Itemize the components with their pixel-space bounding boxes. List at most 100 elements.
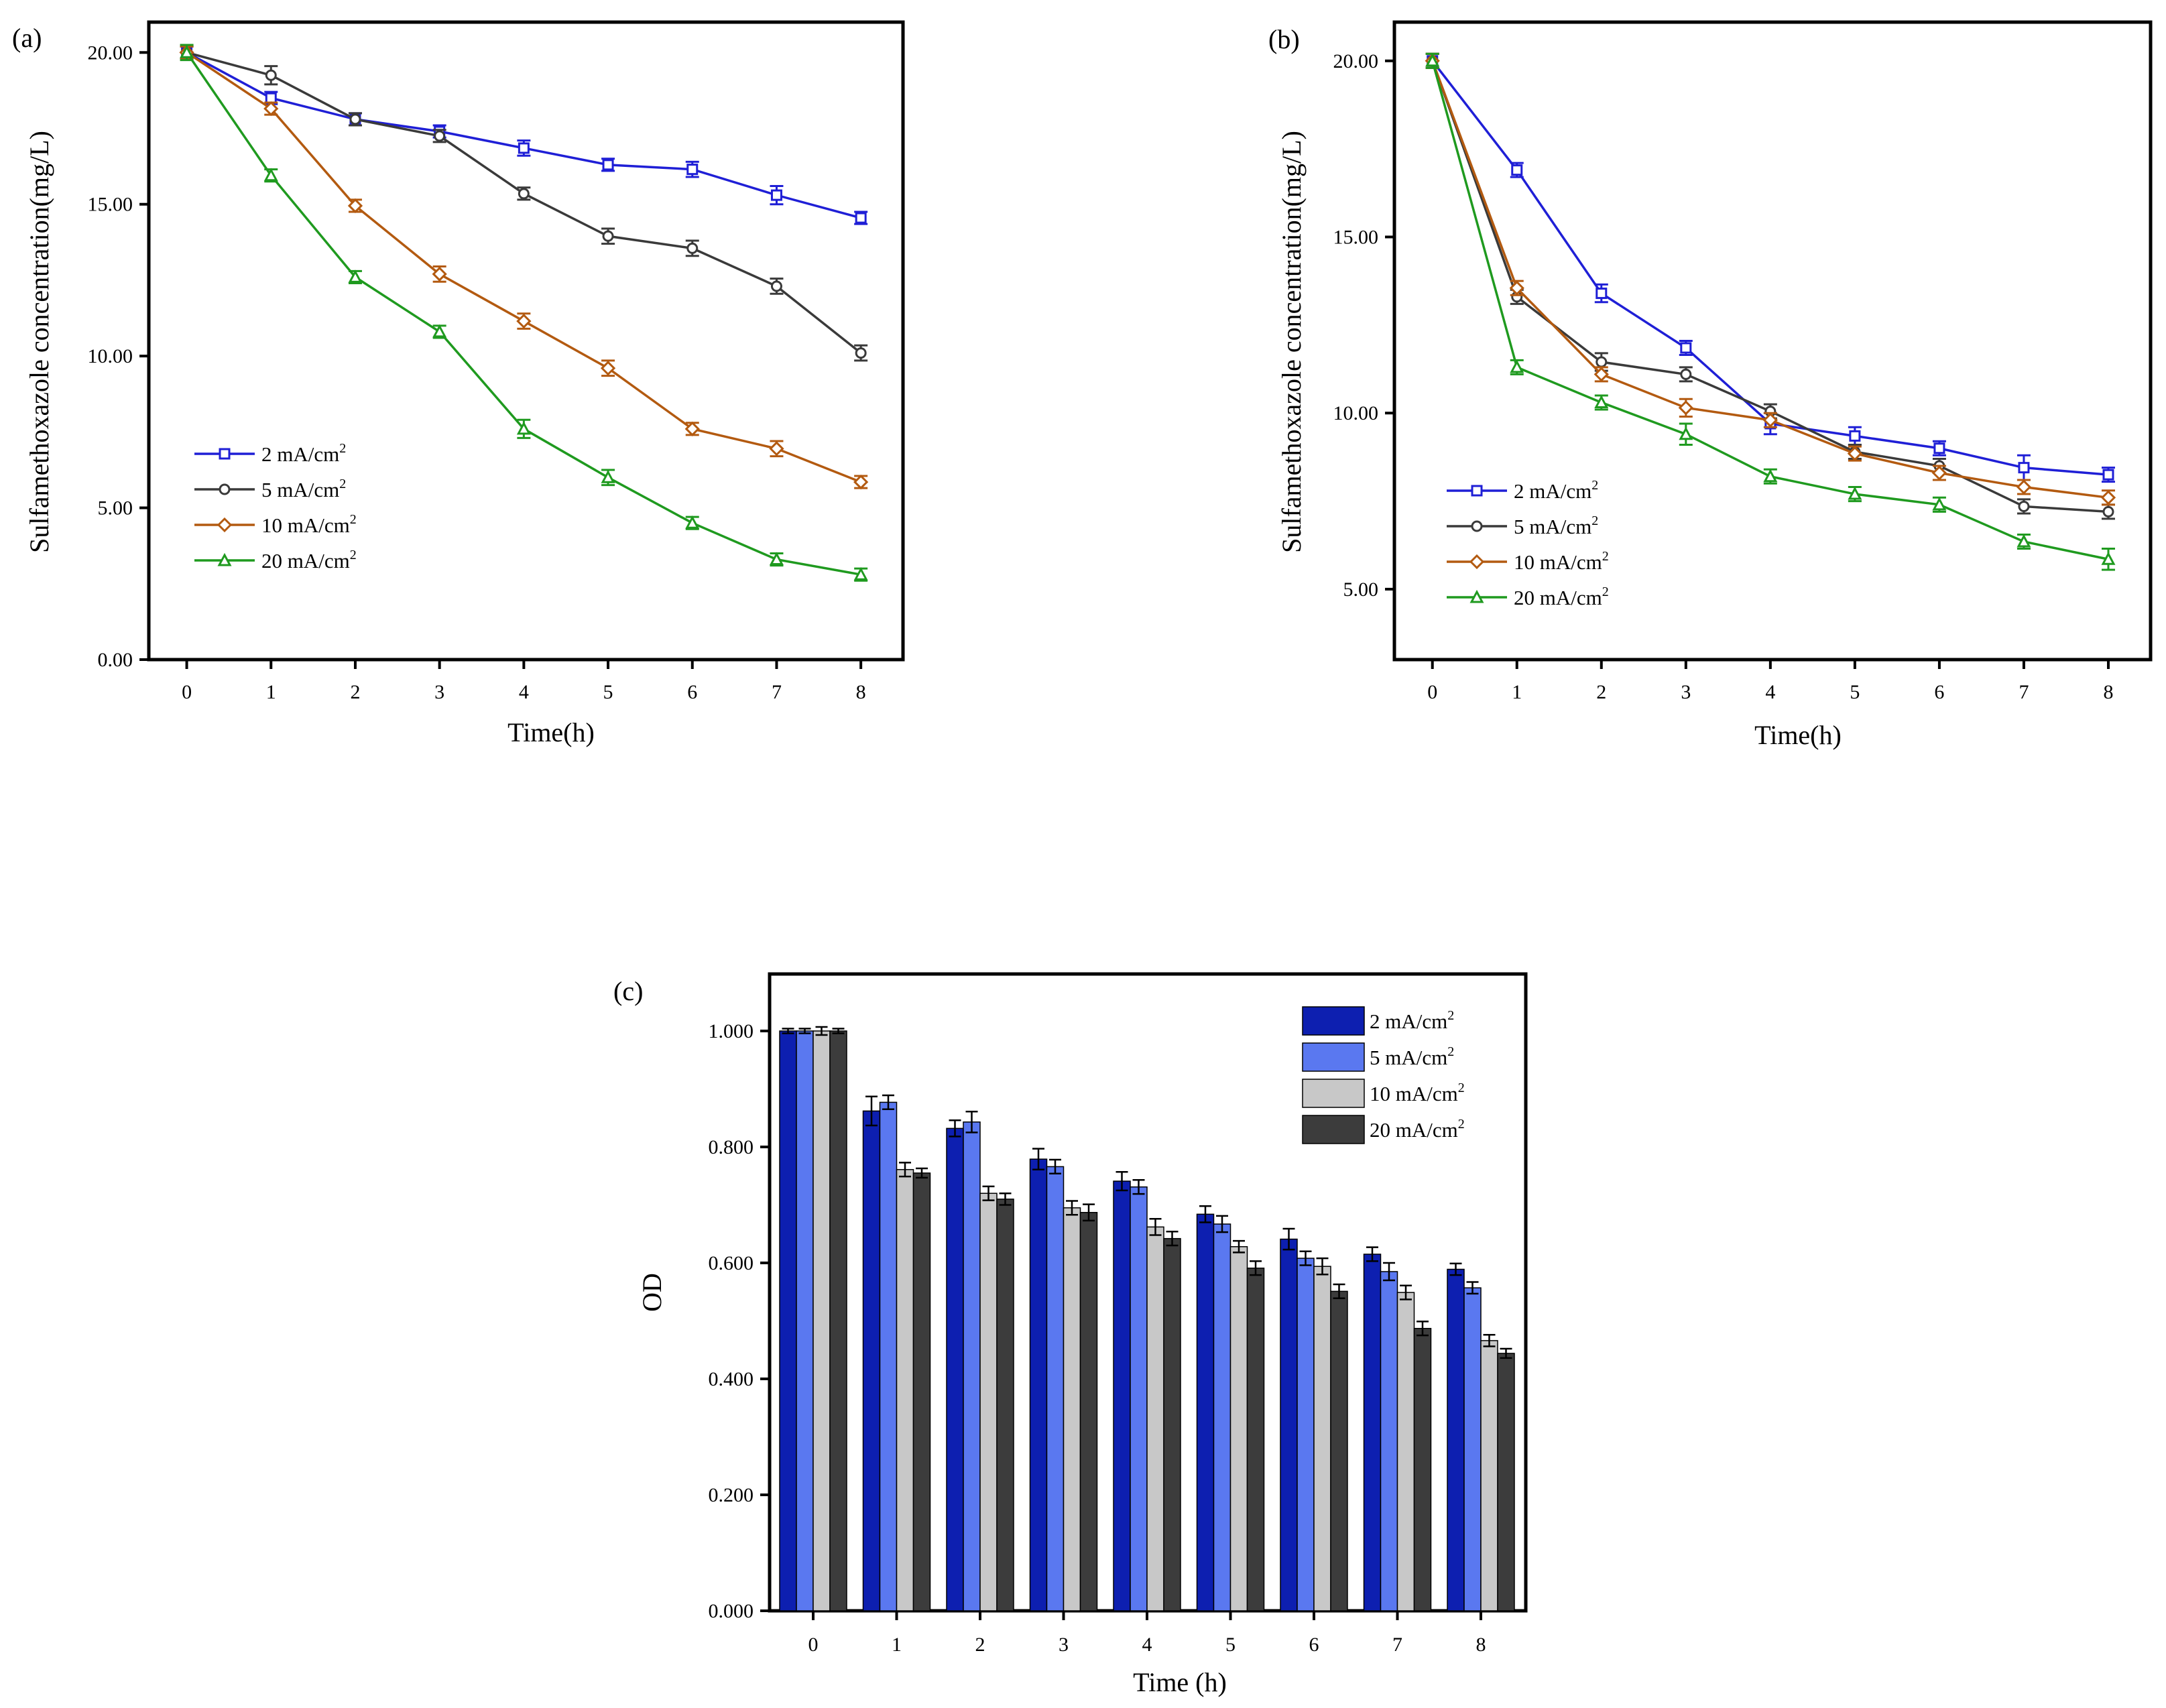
data-point <box>1509 280 1524 296</box>
x-tick-label: 7 <box>772 681 782 703</box>
panel-c-x-axis-label: Time (h) <box>1133 1667 1227 1697</box>
data-point <box>601 470 615 483</box>
legend-label: 10 mA/cm2 <box>1514 549 1609 574</box>
error-bar <box>815 1026 828 1036</box>
panel-c-y-axis: 0.000 0.200 0.400 0.600 0.800 1.000 <box>709 1020 770 1622</box>
data-point <box>516 421 531 435</box>
data-point <box>1763 469 1778 483</box>
panel-a-x-axis: 0 1 2 3 4 5 6 7 8 <box>182 660 866 703</box>
data-point <box>1678 400 1693 416</box>
x-tick-label: 2 <box>350 681 360 703</box>
data-point <box>1596 288 1608 300</box>
data-point <box>434 130 446 142</box>
error-bar <box>1166 1231 1179 1247</box>
data-point <box>180 45 194 58</box>
bar <box>1363 1254 1382 1611</box>
bar <box>1196 1213 1215 1611</box>
legend-item: 10 mA/cm2 <box>1302 1079 1465 1108</box>
error-bar <box>1132 1179 1145 1195</box>
legend-marker <box>1469 554 1485 570</box>
error-bar <box>782 1028 794 1034</box>
data-point <box>347 198 363 214</box>
legend-item: 5 mA/cm2 <box>1447 513 1598 538</box>
bar <box>1213 1223 1231 1611</box>
legend-marker <box>1471 485 1483 497</box>
panel-c-x-axis: 0 1 2 3 4 5 6 7 8 <box>808 1611 1486 1656</box>
legend-swatch <box>1302 1042 1365 1072</box>
data-point <box>1848 486 1862 500</box>
data-point <box>263 168 278 182</box>
error-bar <box>1250 1260 1262 1276</box>
data-point <box>2018 462 2030 474</box>
bar <box>979 1193 998 1611</box>
series-line <box>186 51 861 483</box>
series-line <box>186 51 862 354</box>
y-tick-label: 1.000 <box>709 1020 754 1042</box>
error-bar <box>1500 1347 1512 1359</box>
data-point <box>432 266 447 282</box>
error-bar <box>1116 1170 1128 1192</box>
panel-b-x-axis: 0 1 2 3 4 5 6 7 8 <box>1427 660 2113 703</box>
legend-label: 20 mA/cm2 <box>1514 585 1609 609</box>
x-tick-label: 0 <box>808 1634 819 1656</box>
bar <box>1163 1237 1181 1611</box>
y-tick-label: 5.00 <box>1343 578 1379 601</box>
legend-marker <box>219 448 231 460</box>
data-point <box>432 324 447 338</box>
legend-item: 5 mA/cm2 <box>1302 1042 1454 1072</box>
data-point <box>855 212 867 224</box>
panel-a-label: (a) <box>12 23 42 53</box>
legend-item: 10 mA/cm2 <box>1447 549 1609 574</box>
error-bar <box>865 1095 878 1127</box>
data-point <box>1680 368 1692 380</box>
x-tick-label: 8 <box>1476 1634 1486 1656</box>
legend-marker <box>217 517 233 533</box>
data-point <box>1593 367 1609 382</box>
data-point <box>1680 342 1692 354</box>
x-tick-label: 1 <box>1512 681 1522 703</box>
x-tick-label: 4 <box>1142 1634 1152 1656</box>
y-tick-label: 0.600 <box>709 1252 754 1274</box>
data-point <box>853 474 869 490</box>
y-tick-label: 15.00 <box>88 194 133 216</box>
x-tick-label: 6 <box>1934 681 1944 703</box>
error-bar <box>1333 1283 1345 1300</box>
data-point <box>1931 465 1947 481</box>
legend-swatch <box>1302 1079 1365 1108</box>
panel-a-y-axis-label: Sulfamethoxazole concentration(mg/L) <box>24 131 54 553</box>
bar <box>1380 1271 1398 1611</box>
bar <box>1413 1327 1432 1611</box>
bar <box>896 1168 914 1611</box>
y-tick-label: 20.00 <box>88 42 133 64</box>
series-4 <box>180 44 868 582</box>
data-point <box>684 421 700 436</box>
bar <box>1029 1158 1048 1611</box>
error-bar <box>798 1028 811 1034</box>
bar <box>1146 1226 1164 1611</box>
x-tick-label: 4 <box>1765 681 1775 703</box>
series-2 <box>1425 52 2115 520</box>
legend-marker <box>1471 520 1483 532</box>
x-tick-label: 0 <box>182 681 192 703</box>
error-bar <box>982 1185 995 1201</box>
data-point <box>1594 395 1609 408</box>
legend-swatch <box>1302 1115 1365 1144</box>
data-point <box>2102 505 2114 517</box>
legend-item: 20 mA/cm2 <box>1447 585 1609 609</box>
data-point <box>1932 497 1947 511</box>
data-point <box>1511 164 1523 176</box>
data-point <box>602 230 614 242</box>
legend-marker <box>217 552 232 566</box>
bar <box>1280 1238 1298 1611</box>
error-bar <box>1299 1250 1312 1266</box>
error-bar <box>1083 1203 1095 1222</box>
data-point <box>2102 469 2114 481</box>
data-point <box>2018 500 2030 512</box>
bar <box>1130 1186 1148 1611</box>
panel-c-label: (c) <box>613 976 643 1006</box>
data-point <box>1849 430 1861 442</box>
bar <box>1297 1258 1315 1611</box>
x-tick-label: 4 <box>519 681 529 703</box>
panel-c-legend: 2 mA/cm2 5 mA/cm2 10 mA/cm2 20 mA/cm2 <box>1302 1006 1465 1144</box>
